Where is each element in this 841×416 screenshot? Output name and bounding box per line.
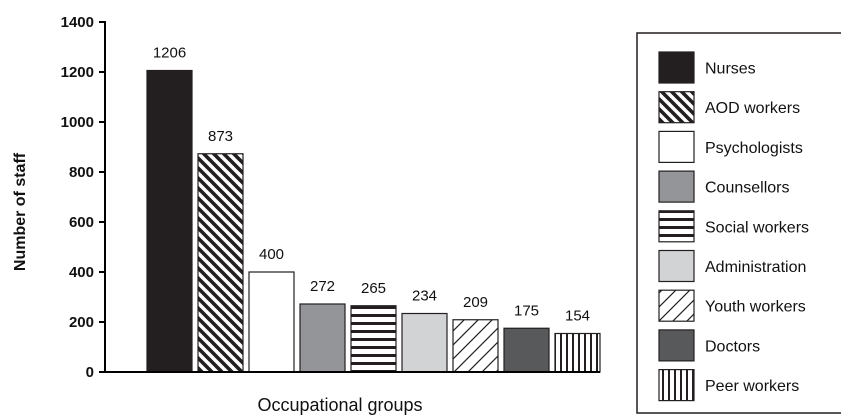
legend-swatch-psychologists (658, 130, 695, 163)
y-axis-title: Number of staff (12, 152, 29, 271)
legend-label-doctors: Doctors (705, 338, 760, 355)
data-label-social-workers: 265 (361, 280, 386, 297)
legend-swatch-aod-workers (658, 91, 695, 124)
bar-aod-workers (197, 153, 244, 373)
bar-psychologists (248, 271, 295, 373)
legend: Nurses AOD workers Psychologists Counsellor… (658, 51, 809, 402)
y-axis-ticks: 0 200 400 600 800 1000 1200 1400 (61, 14, 105, 381)
bar-administration (401, 312, 448, 373)
data-label-counsellors: 272 (310, 278, 335, 295)
data-labels-group: 1206 873 400 272 265 234 209 175 154 (153, 45, 590, 325)
legend-swatch-social-workers (658, 210, 695, 243)
bar-counsellors (299, 303, 346, 373)
bar-youth-workers (452, 319, 499, 373)
data-label-peer-workers: 154 (565, 308, 590, 325)
bar-peer-workers (554, 332, 601, 373)
y-tick-label: 800 (69, 164, 94, 181)
data-label-administration: 234 (412, 288, 437, 305)
legend-label-peer-workers: Peer workers (705, 378, 799, 395)
bar-social-workers (350, 305, 397, 373)
data-label-youth-workers: 209 (463, 294, 488, 311)
legend-label-counsellors: Counsellors (705, 180, 789, 197)
y-tick-label: 400 (69, 264, 94, 281)
legend-swatch-youth-workers (658, 289, 695, 322)
data-label-aod-workers: 873 (208, 128, 233, 145)
legend-swatch-counsellors (658, 170, 695, 203)
data-label-doctors: 175 (514, 302, 539, 319)
data-label-nurses: 1206 (153, 45, 186, 62)
legend-label-nurses: Nurses (705, 61, 756, 78)
y-tick-label: 1000 (61, 114, 94, 131)
data-label-psychologists: 400 (259, 246, 284, 263)
y-tick-label: 1400 (61, 14, 94, 31)
y-tick-label: 0 (86, 364, 94, 381)
legend-label-psychologists: Psychologists (705, 140, 803, 157)
y-tick-label: 1200 (61, 64, 94, 81)
y-tick-label: 200 (69, 314, 94, 331)
x-axis-title: Occupational groups (257, 395, 422, 415)
legend-swatch-doctors (658, 329, 695, 362)
legend-swatch-administration (658, 249, 695, 283)
legend-swatch-nurses (658, 51, 695, 84)
bars-group (146, 69, 601, 373)
legend-label-social-workers: Social workers (705, 219, 809, 236)
legend-label-administration: Administration (705, 259, 806, 276)
legend-label-aod-workers: AOD workers (705, 100, 800, 117)
legend-label-youth-workers: Youth workers (705, 299, 806, 316)
y-tick-label: 600 (69, 214, 94, 231)
bar-nurses (146, 69, 193, 373)
legend-swatch-peer-workers (658, 369, 695, 402)
bar-doctors (503, 327, 550, 373)
